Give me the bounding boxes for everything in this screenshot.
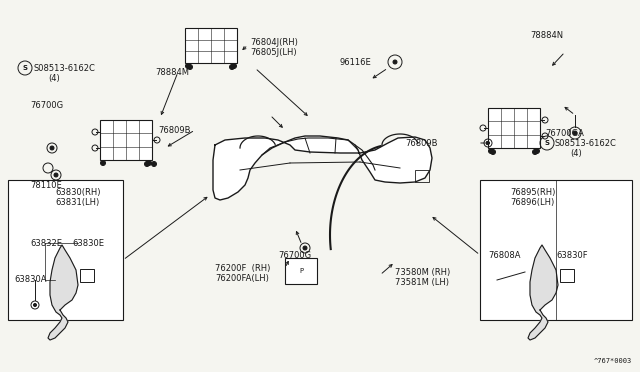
Bar xyxy=(488,108,540,148)
Circle shape xyxy=(534,148,540,154)
Text: 76809B: 76809B xyxy=(158,125,191,135)
Bar xyxy=(415,170,429,182)
Circle shape xyxy=(532,150,538,154)
Polygon shape xyxy=(528,245,558,340)
Text: 78884N: 78884N xyxy=(530,31,563,39)
Polygon shape xyxy=(213,136,432,200)
Text: 63830(RH): 63830(RH) xyxy=(55,187,100,196)
Circle shape xyxy=(145,161,150,167)
Circle shape xyxy=(573,131,577,135)
Text: 78884M: 78884M xyxy=(155,67,189,77)
Text: 76700GA: 76700GA xyxy=(545,128,584,138)
Circle shape xyxy=(303,246,307,250)
Text: 76200F  (RH): 76200F (RH) xyxy=(215,263,270,273)
Text: 63830A: 63830A xyxy=(14,276,47,285)
Text: P: P xyxy=(299,268,303,274)
Bar xyxy=(480,180,632,320)
Bar xyxy=(8,180,123,320)
Text: S: S xyxy=(22,65,28,71)
Text: ^767*0003: ^767*0003 xyxy=(594,358,632,364)
Bar xyxy=(80,269,94,282)
Circle shape xyxy=(33,304,36,307)
Text: (4): (4) xyxy=(48,74,60,83)
Text: 76805J(LH): 76805J(LH) xyxy=(250,48,296,57)
Text: 96116E: 96116E xyxy=(340,58,372,67)
Text: 76896(LH): 76896(LH) xyxy=(510,198,554,206)
Text: S: S xyxy=(545,140,550,146)
Text: 73581M (LH): 73581M (LH) xyxy=(395,278,449,286)
Bar xyxy=(100,120,152,160)
Text: S08513-6162C: S08513-6162C xyxy=(555,138,617,148)
Text: 73580M (RH): 73580M (RH) xyxy=(395,267,451,276)
Text: 63832E: 63832E xyxy=(30,238,62,247)
Circle shape xyxy=(54,173,58,177)
Bar xyxy=(185,28,237,63)
Polygon shape xyxy=(48,245,78,340)
Circle shape xyxy=(100,160,106,166)
Text: (4): (4) xyxy=(570,148,582,157)
Bar xyxy=(560,269,574,282)
Circle shape xyxy=(393,60,397,64)
Circle shape xyxy=(230,64,234,70)
Text: 76804J(RH): 76804J(RH) xyxy=(250,38,298,46)
Circle shape xyxy=(188,64,193,70)
Circle shape xyxy=(232,64,237,68)
Circle shape xyxy=(486,141,490,144)
Text: 63830E: 63830E xyxy=(72,238,104,247)
Text: 78110E: 78110E xyxy=(30,180,61,189)
Text: 76700G: 76700G xyxy=(278,250,311,260)
Circle shape xyxy=(488,148,493,154)
Text: 76809B: 76809B xyxy=(405,138,438,148)
Circle shape xyxy=(490,150,495,154)
Text: 76200FA(LH): 76200FA(LH) xyxy=(215,273,269,282)
Text: 76895(RH): 76895(RH) xyxy=(510,187,556,196)
Circle shape xyxy=(152,161,157,167)
Text: 63831(LH): 63831(LH) xyxy=(55,198,99,206)
Circle shape xyxy=(50,146,54,150)
Text: S08513-6162C: S08513-6162C xyxy=(33,64,95,73)
Circle shape xyxy=(186,64,191,68)
Text: 76700G: 76700G xyxy=(30,100,63,109)
Text: 76808A: 76808A xyxy=(488,250,520,260)
Bar xyxy=(285,258,317,284)
Text: 63830F: 63830F xyxy=(556,250,588,260)
Circle shape xyxy=(147,160,152,166)
Bar xyxy=(52,266,68,280)
